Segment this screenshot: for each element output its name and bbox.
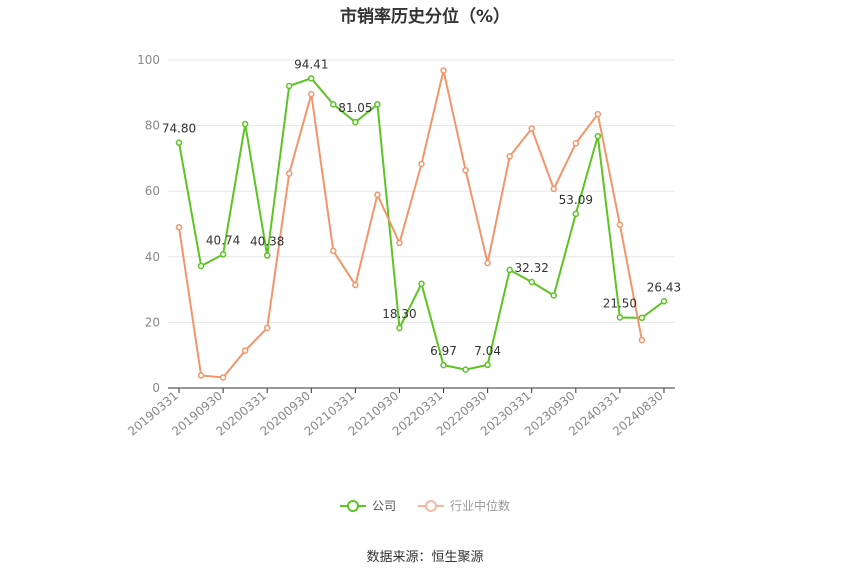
data-point-0 bbox=[241, 120, 249, 128]
data-point-0 bbox=[308, 75, 315, 82]
data-point-1 bbox=[219, 374, 227, 381]
data-point-1 bbox=[175, 224, 183, 231]
legend-label-company: 公司 bbox=[371, 499, 396, 513]
data-point-0 bbox=[197, 262, 205, 270]
data-point-0 bbox=[462, 366, 469, 373]
data-point-0 bbox=[660, 298, 668, 305]
y-tick-label: 40 bbox=[145, 250, 160, 264]
data-point-1 bbox=[396, 239, 403, 247]
data-point-1 bbox=[418, 160, 425, 168]
data-label: 53.09 bbox=[559, 193, 593, 207]
data-point-0 bbox=[330, 101, 337, 108]
data-point-0 bbox=[550, 292, 558, 299]
data-point-1 bbox=[484, 259, 491, 267]
data-label: 40.38 bbox=[250, 235, 284, 249]
data-point-1 bbox=[308, 90, 315, 98]
data-point-0 bbox=[175, 139, 183, 146]
data-label: 6.97 bbox=[430, 344, 457, 358]
series-line-1 bbox=[178, 70, 643, 379]
data-label: 74.80 bbox=[162, 122, 196, 136]
y-tick-label: 80 bbox=[145, 119, 160, 133]
data-point-1 bbox=[330, 247, 337, 255]
data-label: 18.30 bbox=[382, 307, 416, 321]
data-point-0 bbox=[506, 266, 513, 274]
data-point-1 bbox=[638, 336, 646, 344]
legend-item-company[interactable]: 公司 bbox=[339, 497, 396, 514]
data-label: 81.05 bbox=[338, 101, 372, 115]
data-point-1 bbox=[528, 125, 535, 132]
data-point-0 bbox=[528, 278, 535, 286]
data-label: 40.74 bbox=[206, 233, 240, 247]
data-point-1 bbox=[462, 166, 469, 174]
legend-marker-industry-median bbox=[418, 499, 444, 513]
y-tick-label: 20 bbox=[145, 315, 160, 329]
legend-item-industry-median[interactable]: 行业中位数 bbox=[418, 497, 510, 514]
data-label: 94.41 bbox=[294, 57, 328, 71]
data-label: 7.04 bbox=[474, 344, 501, 358]
data-point-0 bbox=[219, 251, 227, 258]
data-point-1 bbox=[352, 281, 359, 289]
y-tick-label: 0 bbox=[152, 381, 160, 395]
data-point-0 bbox=[396, 324, 403, 332]
legend-marker-company bbox=[339, 499, 366, 513]
data-point-1 bbox=[572, 140, 580, 147]
y-tick-label: 60 bbox=[145, 184, 160, 198]
chart-title: 市销率历史分位（%） bbox=[339, 7, 511, 27]
data-point-0 bbox=[418, 280, 425, 287]
data-point-0 bbox=[484, 361, 491, 369]
data-point-0 bbox=[572, 210, 580, 218]
data-source: 数据来源：恒生聚源 bbox=[366, 550, 484, 565]
data-point-1 bbox=[550, 185, 558, 193]
data-point-1 bbox=[241, 347, 249, 354]
data-point-1 bbox=[594, 110, 602, 118]
data-point-0 bbox=[352, 118, 359, 126]
data-label: 21.50 bbox=[603, 296, 637, 310]
data-point-0 bbox=[440, 361, 447, 369]
data-point-1 bbox=[374, 191, 381, 199]
data-point-1 bbox=[440, 67, 447, 74]
data-point-0 bbox=[285, 82, 293, 90]
data-point-1 bbox=[197, 372, 205, 379]
data-point-1 bbox=[263, 324, 271, 332]
chart-legend: 公司 行业中位数 bbox=[0, 497, 850, 514]
data-point-0 bbox=[263, 252, 271, 259]
data-point-0 bbox=[616, 314, 624, 321]
data-label: 32.32 bbox=[515, 261, 549, 275]
y-tick-label: 100 bbox=[137, 53, 160, 67]
legend-label-industry-median: 行业中位数 bbox=[450, 499, 511, 513]
data-label: 26.43 bbox=[647, 280, 681, 294]
data-point-1 bbox=[506, 153, 513, 160]
data-point-1 bbox=[616, 221, 624, 228]
data-point-1 bbox=[285, 170, 293, 177]
data-point-0 bbox=[638, 314, 646, 322]
data-point-0 bbox=[374, 101, 381, 108]
data-point-0 bbox=[594, 132, 602, 140]
